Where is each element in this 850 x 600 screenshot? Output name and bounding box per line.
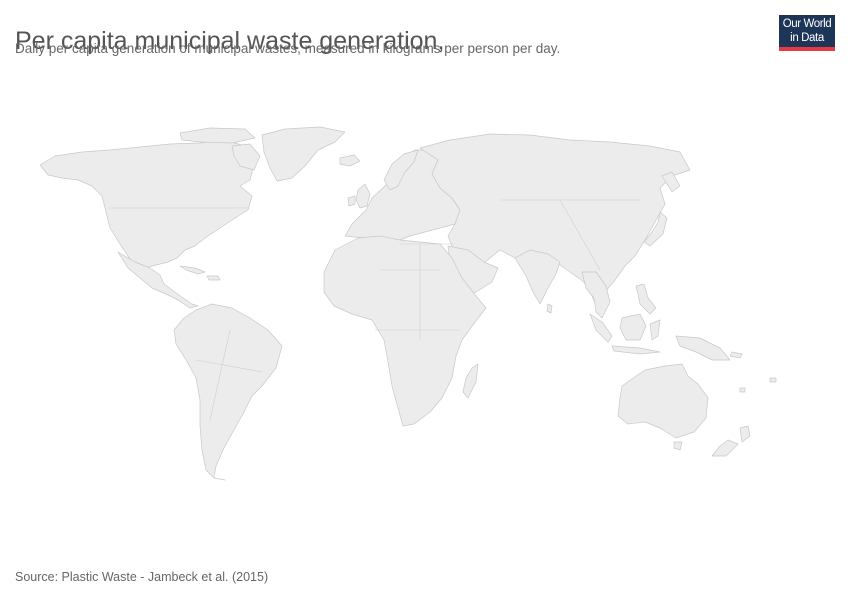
region-pacific-islands[interactable] — [739, 387, 746, 393]
region-borneo[interactable] — [619, 313, 647, 341]
region-south-america[interactable] — [173, 303, 283, 481]
region-java[interactable] — [611, 345, 661, 355]
region-japan[interactable] — [643, 211, 668, 247]
source-note: Source: Plastic Waste - Jambeck et al. (… — [15, 570, 269, 584]
region-new-zealand-north[interactable] — [739, 425, 751, 443]
owid-logo[interactable]: Our World in Data — [779, 15, 835, 51]
region-united-kingdom[interactable] — [355, 183, 371, 209]
region-central-america[interactable] — [117, 251, 199, 309]
region-sulawesi[interactable] — [649, 319, 661, 341]
region-australia[interactable] — [617, 363, 709, 439]
region-arctic-islands[interactable] — [179, 127, 256, 144]
logo-line-2: in Data — [790, 32, 824, 44]
border-south-america — [209, 329, 231, 421]
region-baffin-island[interactable] — [231, 143, 261, 171]
region-tasmania[interactable] — [673, 441, 683, 451]
region-greenland[interactable] — [261, 126, 346, 182]
border-china-west — [559, 199, 601, 271]
region-caribbean[interactable] — [179, 265, 206, 275]
region-philippines[interactable] — [635, 283, 657, 315]
region-asia[interactable] — [419, 133, 691, 311]
region-fiji[interactable] — [769, 377, 777, 383]
region-ireland[interactable] — [347, 195, 356, 207]
region-kamchatka[interactable] — [661, 171, 681, 193]
region-new-zealand-south[interactable] — [711, 439, 739, 457]
region-southeast-asia[interactable] — [581, 271, 611, 319]
logo-accent-bar — [779, 47, 835, 51]
chart-title: Per capita municipal waste generation, — [15, 26, 445, 55]
region-hispaniola[interactable] — [206, 275, 221, 281]
region-solomon-islands[interactable] — [729, 351, 743, 359]
logo-line-1: Our World — [782, 18, 832, 30]
region-africa[interactable] — [323, 235, 487, 427]
chart-subtitle: Daily per capita generation of municipal… — [15, 41, 561, 56]
region-scandinavia[interactable] — [383, 149, 419, 191]
region-iceland[interactable] — [339, 154, 361, 167]
region-north-america[interactable] — [39, 139, 256, 271]
region-sumatra[interactable] — [589, 313, 613, 343]
border-brazil-south — [195, 359, 263, 373]
world-map[interactable] — [0, 60, 850, 560]
region-sri-lanka[interactable] — [546, 303, 553, 314]
region-india[interactable] — [514, 249, 561, 305]
region-madagascar[interactable] — [462, 363, 479, 399]
region-new-guinea[interactable] — [675, 335, 731, 361]
